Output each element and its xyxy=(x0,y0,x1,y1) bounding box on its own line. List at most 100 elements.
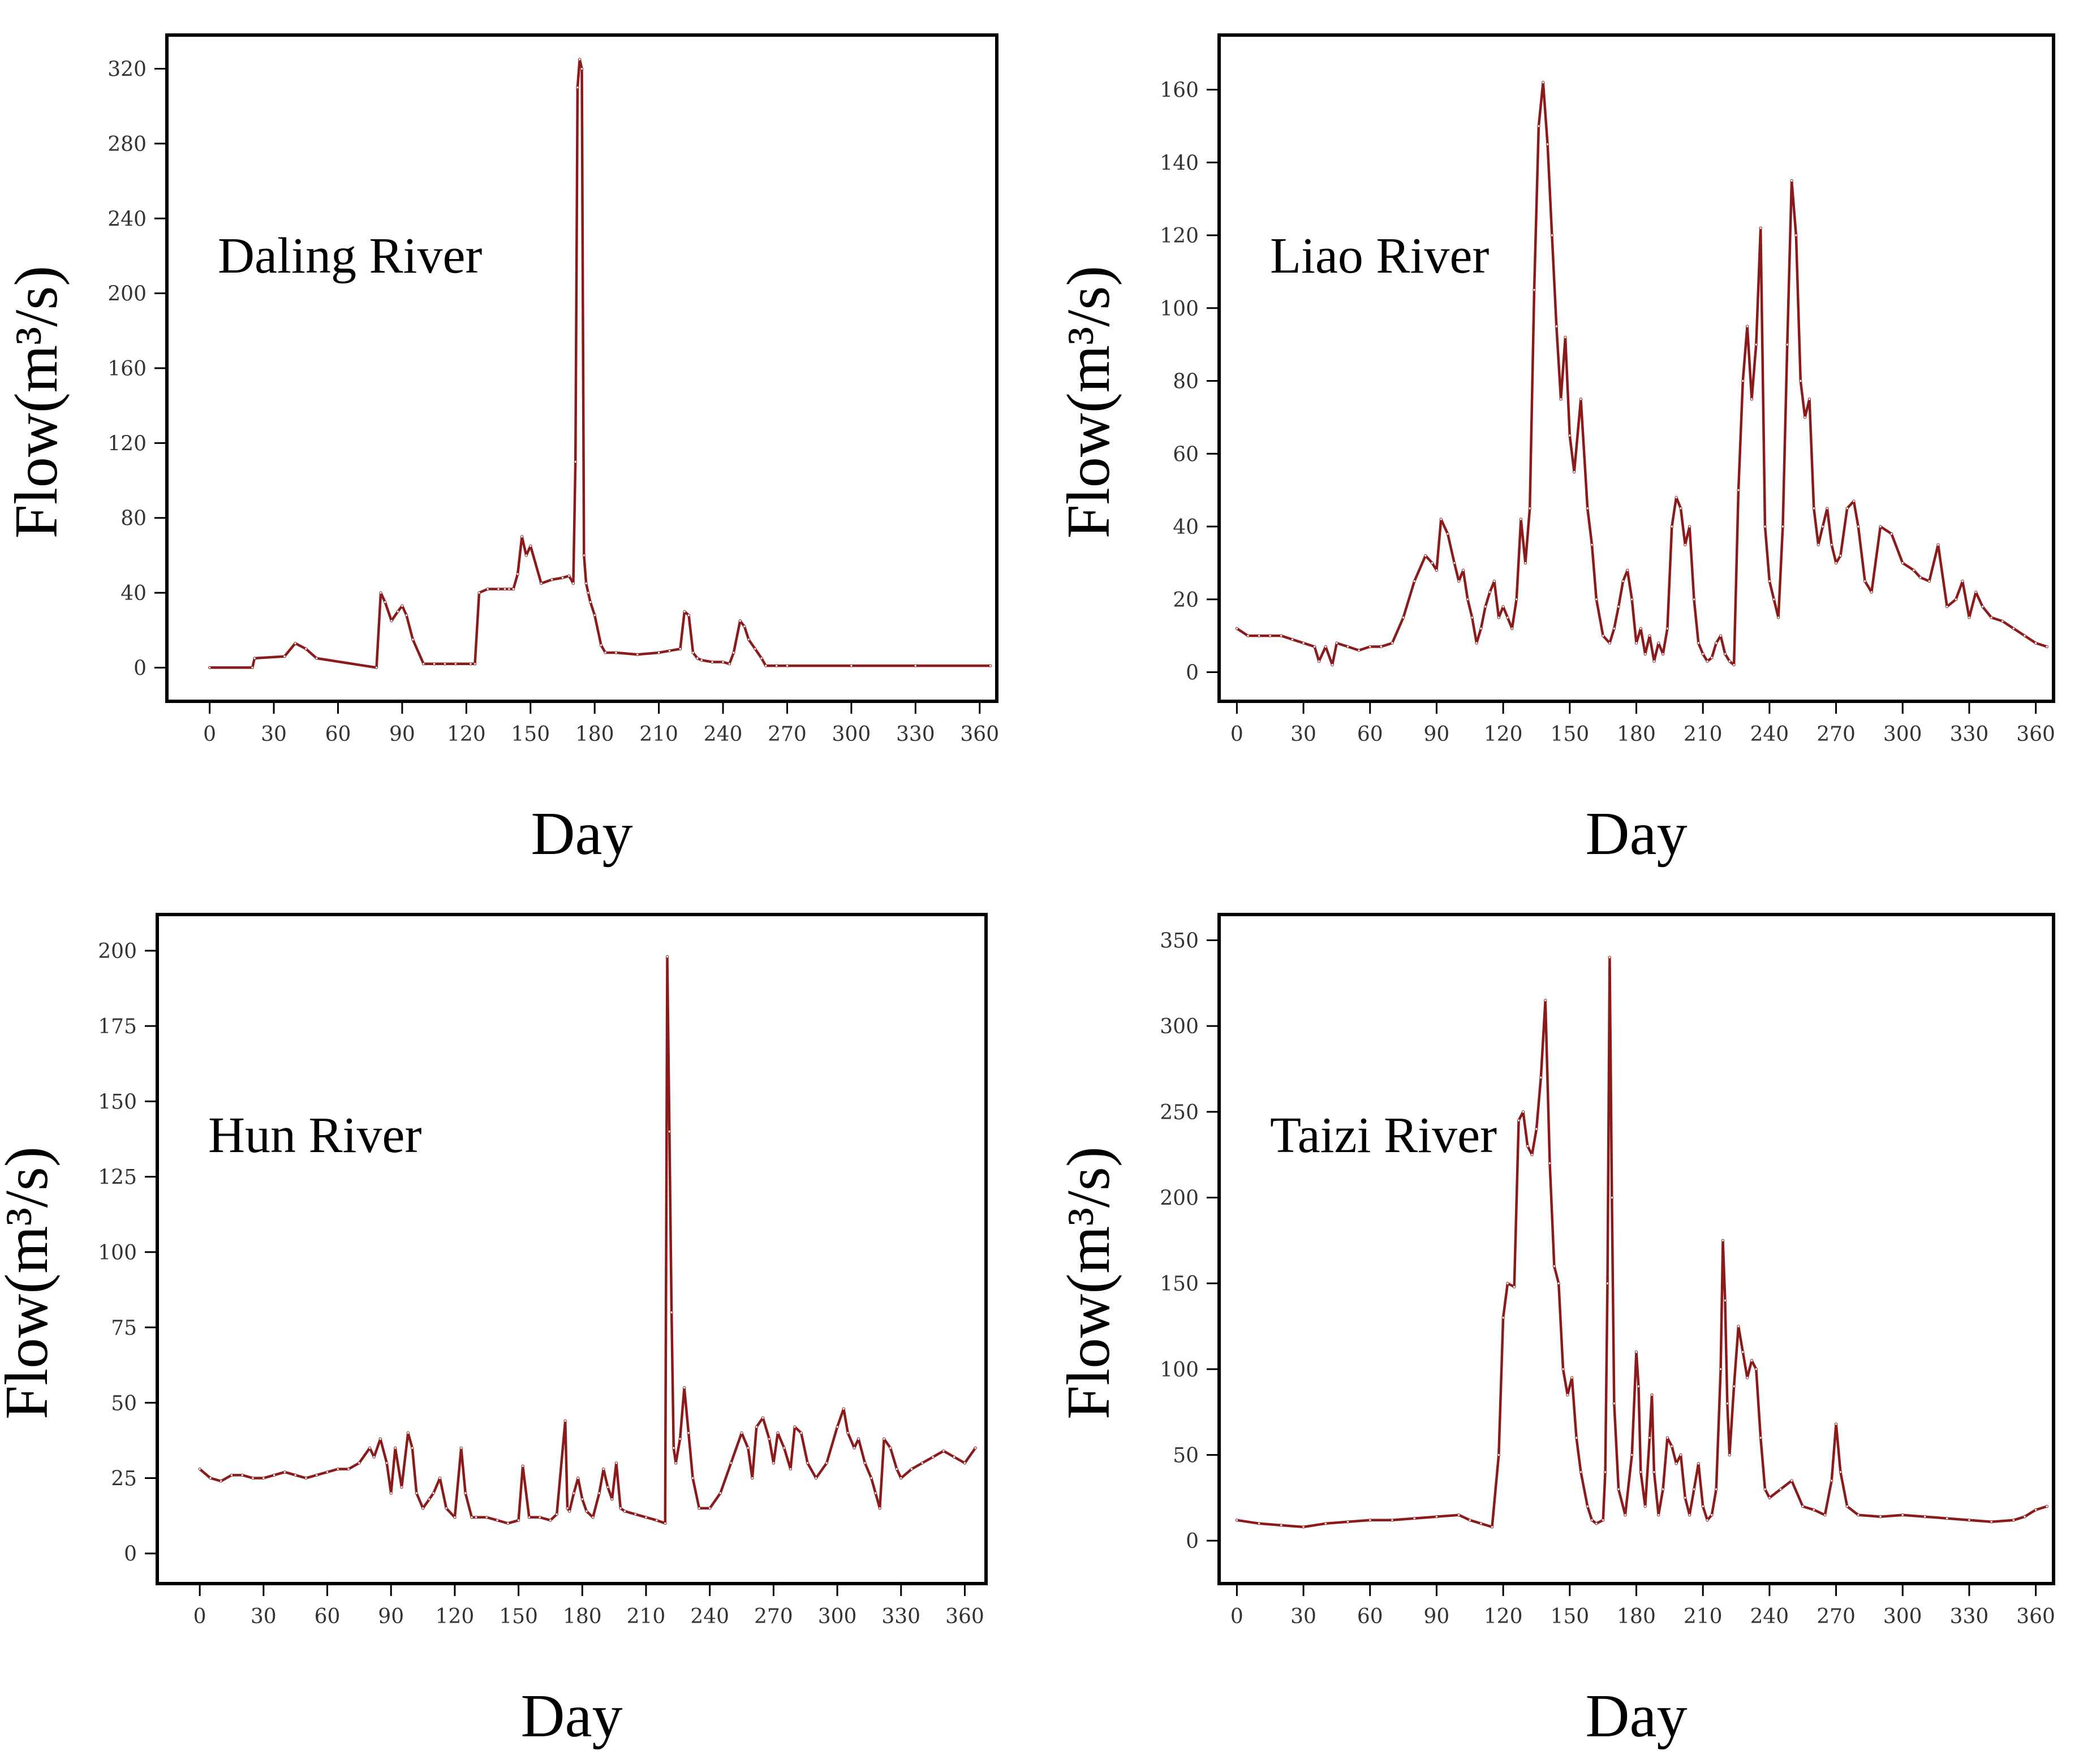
data-point xyxy=(1799,379,1802,383)
x-tick-label: 150 xyxy=(499,1605,538,1628)
data-point xyxy=(1732,663,1736,667)
data-point xyxy=(315,657,318,660)
data-point xyxy=(240,1473,244,1477)
data-point xyxy=(1845,507,1849,510)
data-point xyxy=(1679,507,1682,510)
x-tick-label: 30 xyxy=(1290,723,1316,746)
y-tick-label: 200 xyxy=(107,283,147,306)
x-tick-label: 120 xyxy=(1484,1605,1523,1628)
data-point xyxy=(1280,634,1283,637)
data-point xyxy=(1357,649,1361,652)
data-point xyxy=(1590,543,1594,546)
x-tick-label: 210 xyxy=(1684,723,1723,746)
data-point xyxy=(1697,641,1701,645)
x-tick-label: 270 xyxy=(768,723,807,746)
x-tick-label: 120 xyxy=(436,1605,475,1628)
data-point xyxy=(469,662,472,666)
data-point xyxy=(1586,1504,1589,1508)
data-point xyxy=(588,600,592,604)
y-tick-label: 120 xyxy=(107,432,147,455)
data-point xyxy=(761,1416,765,1420)
data-point xyxy=(1763,525,1767,528)
data-point xyxy=(1506,1282,1509,1285)
data-point xyxy=(445,1507,448,1510)
data-point xyxy=(698,1507,701,1510)
data-point xyxy=(1537,124,1540,128)
chart-panel-2: 0 30 60 90 120 150 180 210 240 270 300 330 360 0 20 40 6… xyxy=(1055,33,2055,868)
data-point xyxy=(251,666,254,670)
data-point xyxy=(507,587,511,591)
data-point xyxy=(304,1476,308,1480)
data-point xyxy=(2034,641,2038,645)
x-tick-label: 120 xyxy=(447,723,486,746)
data-point xyxy=(432,662,436,666)
data-point xyxy=(793,1425,797,1429)
data-point xyxy=(878,1507,881,1510)
data-point xyxy=(253,657,256,660)
data-point xyxy=(1974,590,1978,594)
data-point xyxy=(1544,999,1547,1002)
data-point xyxy=(1453,561,1456,565)
data-point xyxy=(315,1473,318,1477)
data-point xyxy=(1785,343,1789,346)
data-point xyxy=(1954,598,1958,601)
x-tick-label: 240 xyxy=(1750,1605,1789,1628)
data-point xyxy=(738,619,742,623)
data-point xyxy=(375,666,378,670)
data-point xyxy=(610,1498,614,1501)
y-axis-title: Flow(m³/s) xyxy=(1055,1146,1122,1419)
data-point xyxy=(473,662,477,666)
data-point xyxy=(1670,1444,1674,1448)
data-point xyxy=(1602,1519,1605,1522)
data-point xyxy=(1542,81,1545,84)
data-point xyxy=(1968,616,1971,619)
data-point xyxy=(1981,605,1985,609)
data-point xyxy=(1513,1285,1516,1288)
series-line-flow xyxy=(1236,81,2048,666)
x-tick-label: 330 xyxy=(1950,1605,1989,1628)
data-point xyxy=(1484,605,1487,609)
data-point xyxy=(1257,1522,1261,1525)
data-point xyxy=(1648,634,1651,637)
x-tick-label: 210 xyxy=(1684,1605,1723,1628)
data-point xyxy=(1379,645,1383,649)
data-point xyxy=(1617,1487,1620,1491)
data-point xyxy=(1879,525,1882,528)
y-tick-label: 320 xyxy=(107,58,147,81)
data-point xyxy=(2045,1504,2048,1508)
data-point xyxy=(208,666,212,670)
data-point xyxy=(520,535,524,538)
data-point xyxy=(1573,470,1576,474)
y-tick-label: 250 xyxy=(1160,1101,1199,1124)
data-point xyxy=(1759,1436,1762,1439)
x-tick-label: 270 xyxy=(754,1605,793,1628)
data-point xyxy=(1530,1153,1534,1157)
y-tick-label: 350 xyxy=(1160,930,1199,953)
data-point xyxy=(563,1419,567,1422)
y-tick-label: 20 xyxy=(1173,589,1199,612)
data-point xyxy=(754,647,757,651)
data-point xyxy=(670,1310,673,1314)
data-point xyxy=(1652,659,1656,663)
data-point xyxy=(740,1431,743,1435)
data-point xyxy=(1901,1513,1904,1517)
data-point xyxy=(209,1476,212,1480)
data-point xyxy=(721,660,725,664)
data-point xyxy=(856,1437,860,1440)
data-point xyxy=(1719,634,1723,637)
series-line-flow xyxy=(1236,956,2048,1529)
data-point xyxy=(863,1461,867,1465)
data-point xyxy=(591,1516,595,1519)
data-point xyxy=(708,1507,712,1510)
data-point xyxy=(1670,525,1674,528)
y-tick-label: 80 xyxy=(120,507,147,531)
data-point xyxy=(772,1461,776,1465)
data-point xyxy=(432,1491,435,1495)
data-point xyxy=(1521,1110,1525,1114)
data-point xyxy=(1595,598,1598,601)
y-tick-label: 150 xyxy=(98,1090,137,1114)
x-tick-label: 210 xyxy=(639,723,678,746)
data-point xyxy=(1839,554,1843,558)
y-tick-label: 240 xyxy=(107,208,147,231)
data-point xyxy=(674,1461,678,1465)
